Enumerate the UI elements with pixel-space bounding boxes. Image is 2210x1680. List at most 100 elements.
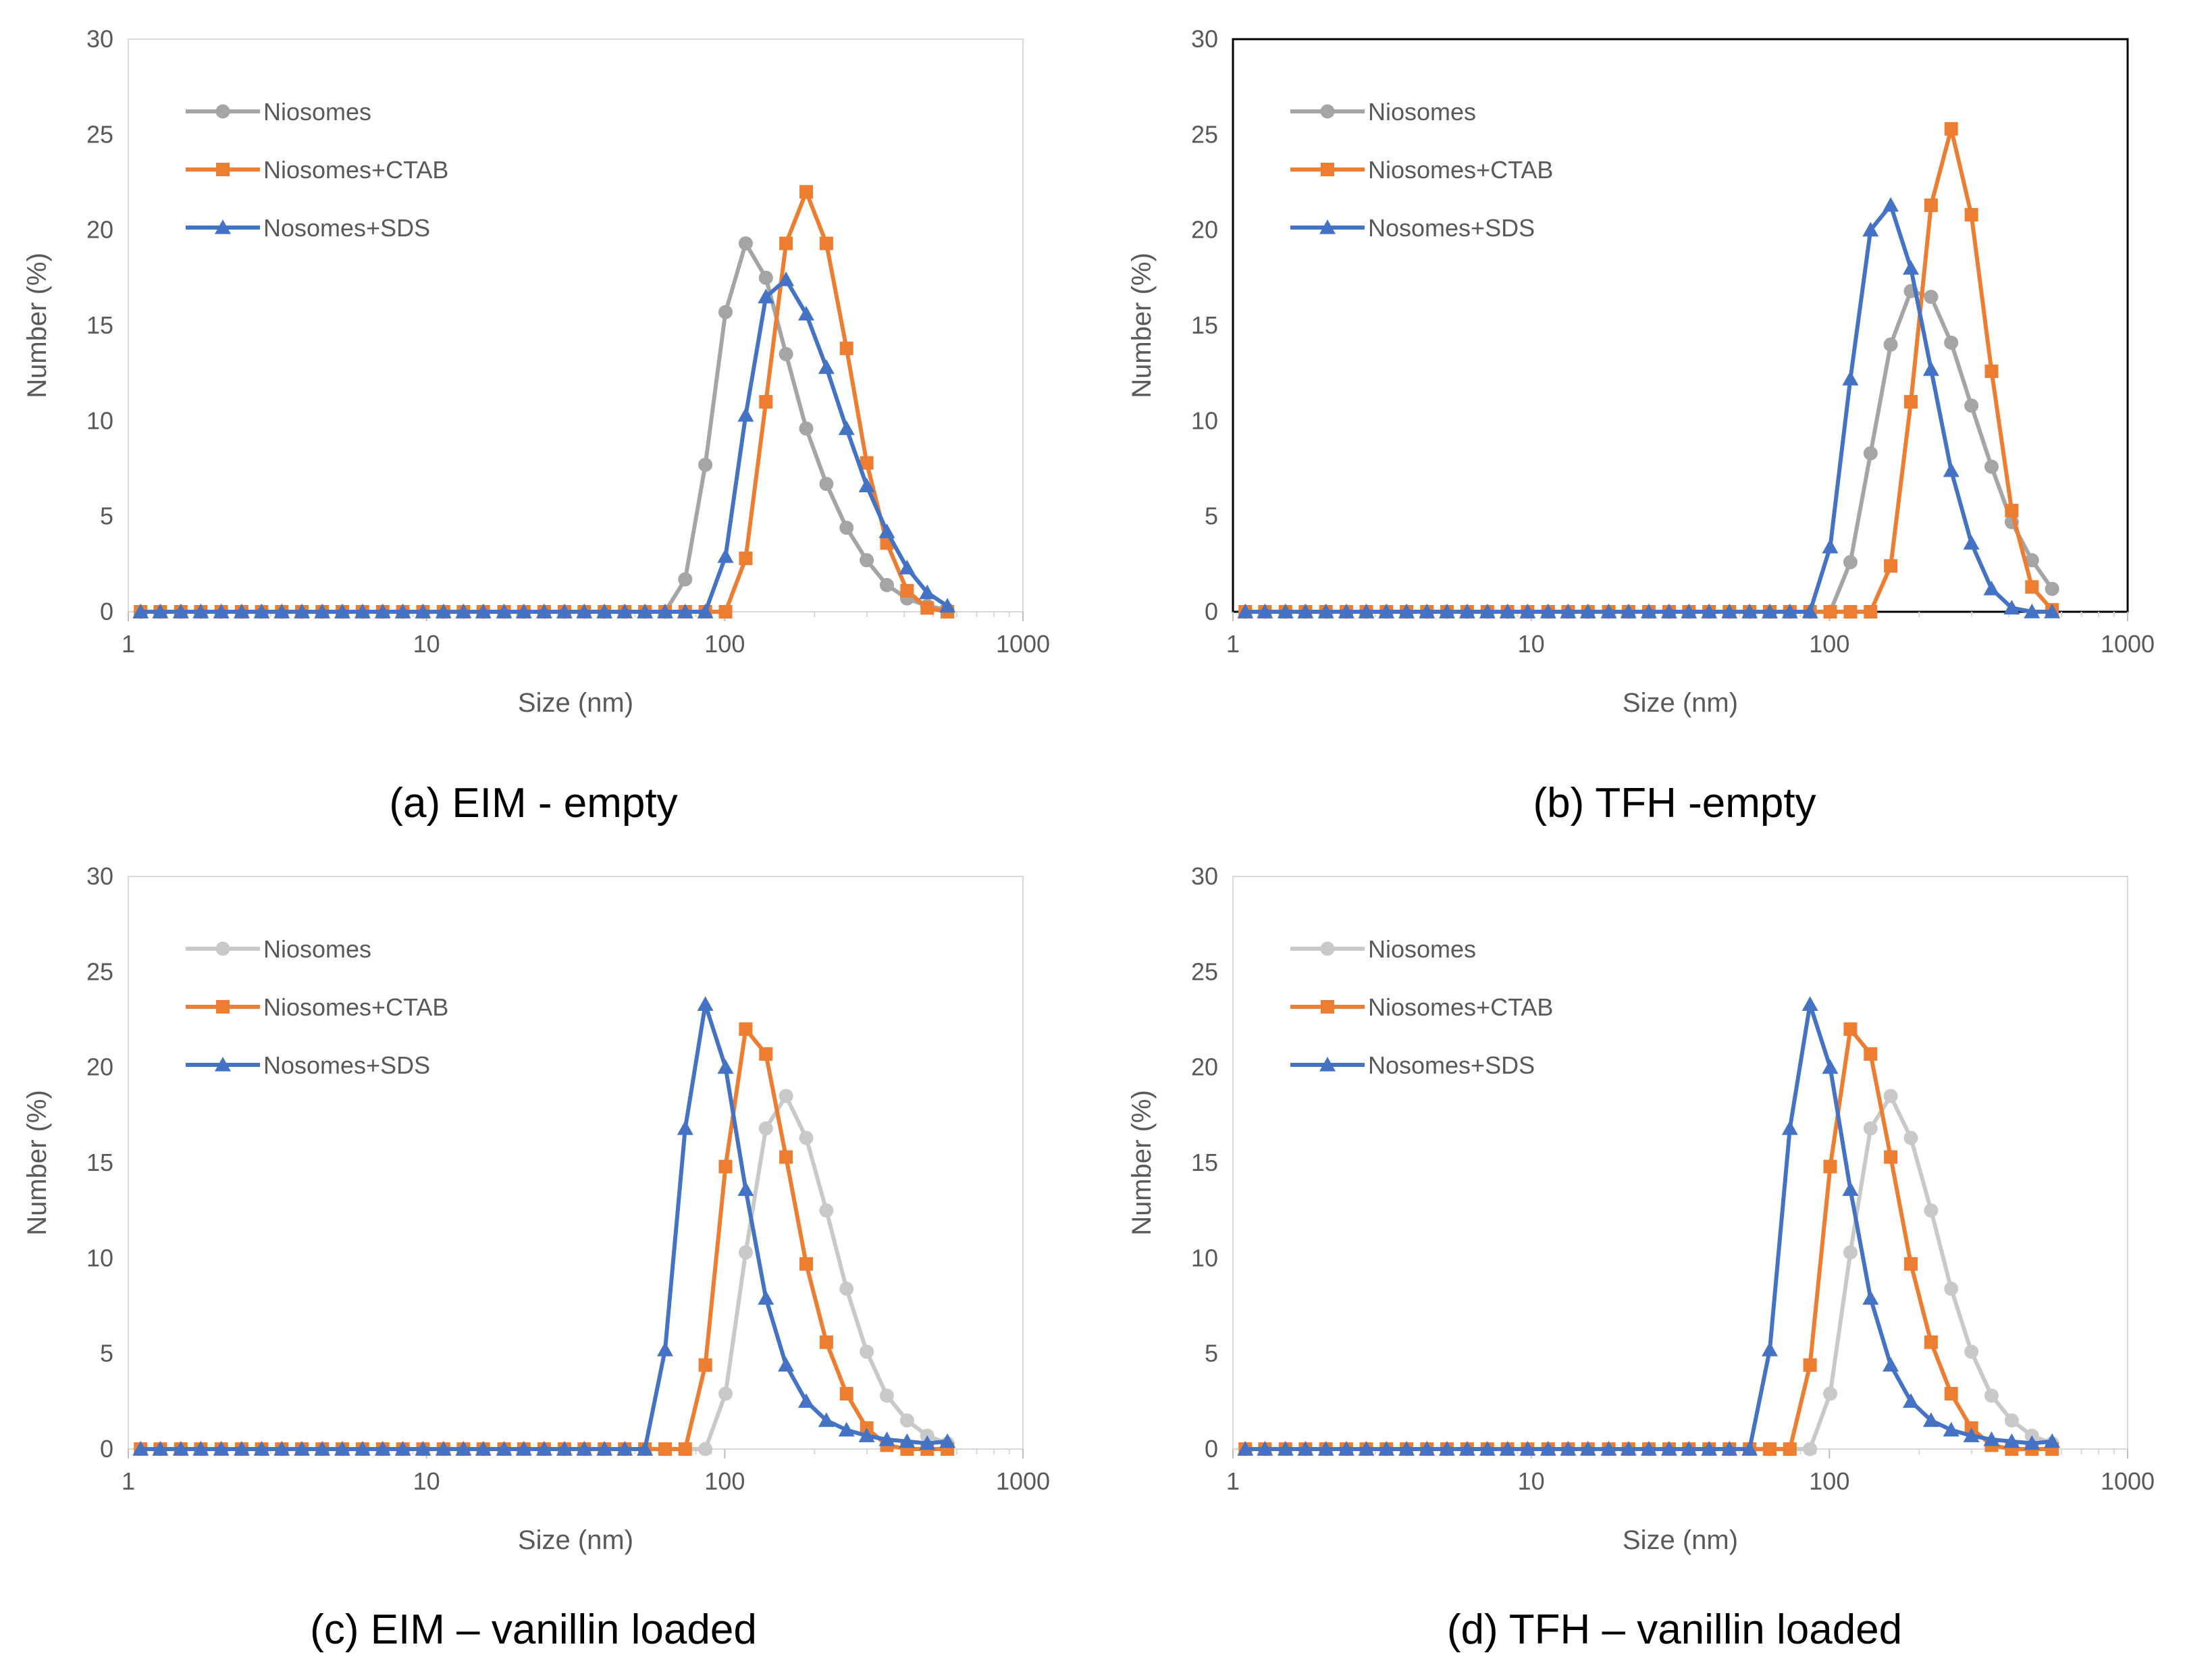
data-point [739,551,753,565]
data-point [1479,604,1496,619]
data-point [1964,398,1979,413]
data-point [1924,290,1939,305]
series-nosomes-sds [132,271,956,619]
data-point [455,1441,472,1456]
legend-item: Nosomes+SDS [1290,214,1535,242]
data-point [839,341,853,355]
data-point [535,604,552,619]
data-point [1842,371,1859,386]
data-point [1763,1442,1777,1456]
y-tick-label: 10 [1191,1244,1218,1271]
caption-d: (d) TFH – vanillin loaded [1446,1606,1903,1653]
data-point [879,577,894,592]
data-point [535,1441,552,1456]
data-point [354,604,371,619]
data-point [858,477,875,493]
data-point [1864,1047,1878,1061]
series-niosomes [133,236,955,619]
data-point [819,477,834,492]
data-point [394,604,411,619]
chart-panel-a: 0 5 10 15 20 25 30 1 10 100 1000 Size (nm) Number (%… [22,25,1050,718]
data-point [799,421,814,436]
data-point [1884,1150,1898,1164]
data-point [556,1441,573,1456]
legend-label: Niosomes [1368,935,1476,963]
data-point [1823,1159,1837,1174]
x-tick-label: 1 [1226,630,1240,658]
data-point [697,996,714,1011]
y-tick-label: 10 [86,1244,113,1271]
x-tick-label: 1000 [996,1467,1050,1495]
data-point [758,1290,774,1305]
data-point [455,604,472,619]
data-point [213,604,230,619]
data-point [294,604,311,619]
data-point [739,1022,753,1036]
y-tick-label: 5 [100,1340,113,1367]
x-tick-label: 100 [704,630,745,658]
series-line [140,278,949,614]
y-tick-label: 5 [1205,1340,1218,1367]
data-point [919,1435,936,1450]
data-point [899,1413,914,1428]
data-point [1419,604,1436,619]
data-point [475,604,492,619]
x-tick-label: 100 [1809,1467,1849,1495]
data-point [1883,1357,1899,1372]
data-point [233,1441,250,1456]
legend-marker [215,1057,231,1072]
data-point [1781,604,1798,619]
data-point [860,456,874,470]
data-point [1297,1441,1314,1456]
data-point [920,601,935,615]
legend-marker [1319,1057,1336,1072]
y-tick-label: 15 [1191,311,1218,339]
data-point [1560,604,1577,619]
data-point [717,1059,734,1074]
data-point [1640,604,1657,619]
data-point [1863,1121,1878,1136]
data-point [939,1433,956,1448]
data-point [1864,605,1878,619]
data-point [878,1431,895,1446]
data-point [1540,604,1556,619]
series-nosomes-sds [1237,196,2061,619]
data-point [1783,1442,1797,1456]
data-point [556,604,573,619]
series-nosomes-sds [132,996,956,1456]
legend-marker [215,104,230,119]
data-point [1257,604,1273,619]
x-tick-label: 10 [1518,630,1545,658]
x-tick-label: 10 [413,1467,440,1495]
legend-label: Niosomes+CTAB [1368,993,1553,1021]
chart-panel-d: 0 5 10 15 20 25 30 1 10 100 1000 Size (nm) Number (%… [1127,862,2155,1555]
data-point [839,1387,853,1401]
data-point [819,1335,833,1349]
data-point [1499,604,1516,619]
data-point [1862,1290,1879,1305]
data-point [718,1386,733,1401]
data-point [1600,604,1617,619]
data-point [758,288,774,304]
data-point [860,1344,874,1359]
y-tick-label: 30 [86,25,113,53]
data-point [1317,1441,1334,1456]
data-point [1721,604,1738,619]
data-point [1843,605,1858,619]
chart-panel-b: 0 5 10 15 20 25 30 1 10 100 1000 Size (nm) Number (%… [1127,25,2155,718]
x-axis-title: Size (nm) [1623,688,1738,718]
data-point [758,270,773,285]
data-point [1922,1412,1939,1427]
y-tick-label: 0 [1205,598,1218,625]
series-line [140,190,948,614]
y-tick-label: 0 [1205,1435,1218,1463]
legend-label: Niosomes [263,935,371,963]
data-point [374,1441,391,1456]
data-point [2044,1433,2061,1448]
data-point [596,1441,613,1456]
x-tick-label: 100 [1809,630,1849,658]
data-point [192,604,209,619]
data-point [698,1442,713,1456]
data-point [697,604,714,619]
data-point [779,1150,793,1164]
